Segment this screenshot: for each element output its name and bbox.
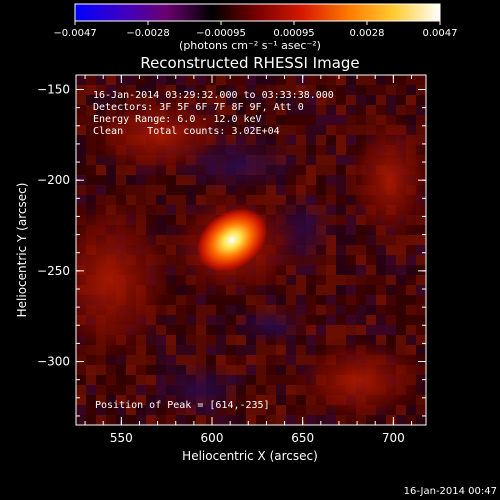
- colorbar-tick-label: −0.0047: [53, 28, 96, 39]
- y-tick-label: −200: [37, 173, 70, 187]
- colorbar-tick-label: −0.0028: [126, 28, 169, 39]
- y-axis-label: Heliocentric Y (arcsec): [15, 183, 29, 318]
- flare-source: [196, 208, 268, 272]
- peak-position-label: Position of Peak = [614,-235]: [95, 400, 270, 411]
- image-plot: 550 600 650 700 −150 −200 −250 −300 16-Jan-2014…: [37, 74, 427, 445]
- axis-ticks: 550 600 650 700 −150 −200 −250 −300: [37, 75, 426, 445]
- x-tick-label: 600: [201, 431, 224, 445]
- info-line-clean: Clean Total counts: 3.02E+04: [93, 126, 280, 137]
- colorbar-tick-label: 0.00095: [273, 28, 314, 39]
- colorbar: −0.0047 −0.0028 −0.00095 0.00095 0.0028 0.004…: [53, 3, 458, 52]
- colorbar-ticks: −0.0047 −0.0028 −0.00095 0.00095 0.0028 0.004…: [53, 21, 458, 39]
- x-tick-label: 650: [291, 431, 314, 445]
- info-text-block: 16-Jan-2014 03:29:32.000 to 03:33:38.000…: [93, 90, 334, 137]
- info-line-detectors: Detectors: 3F 5F 6F 7F 8F 9F, Att 0: [93, 102, 304, 113]
- colorbar-tick-label: 0.0047: [423, 28, 458, 39]
- info-line-energy: Energy Range: 6.0 - 12.0 keV: [93, 114, 262, 125]
- colorbar-units-label: (photons cm⁻² s⁻¹ asec⁻²): [179, 39, 321, 52]
- colorbar-gradient: [74, 3, 441, 22]
- y-tick-label: −250: [37, 264, 70, 278]
- plot-frame: [75, 74, 427, 426]
- rhessi-map: [76, 75, 426, 425]
- colorbar-tick-label: −0.00095: [196, 28, 246, 39]
- image-title: Reconstructed RHESSI Image: [140, 54, 359, 72]
- colorbar-tick-label: 0.0028: [350, 28, 385, 39]
- y-tick-label: −300: [37, 355, 70, 369]
- info-line-time: 16-Jan-2014 03:29:32.000 to 03:33:38.000: [93, 90, 334, 101]
- y-tick-label: −150: [37, 83, 70, 97]
- x-tick-label: 700: [382, 431, 405, 445]
- x-tick-label: 550: [110, 431, 133, 445]
- footer-timestamp: 16-Jan-2014 00:47: [404, 486, 497, 497]
- x-axis-label: Heliocentric X (arcsec): [182, 449, 318, 463]
